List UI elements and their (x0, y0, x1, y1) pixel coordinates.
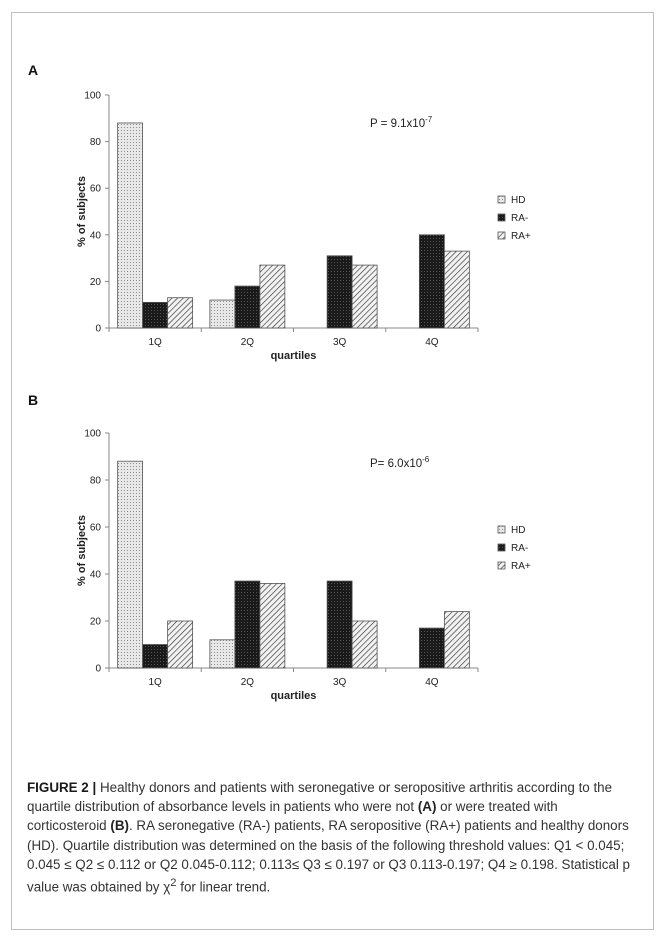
x-tick-label: 3Q (333, 677, 347, 688)
x-tick-label: 1Q (148, 337, 162, 348)
x-tick-label: 3Q (333, 337, 347, 348)
bar-ra (418, 627, 445, 669)
figure-caption: FIGURE 2 | Healthy donors and patients w… (27, 778, 641, 897)
x-tick-label: 2Q (241, 337, 255, 348)
legend-swatch-hd (497, 525, 506, 534)
p-value-annotation: P = 9.1x10-7 (370, 115, 433, 130)
bar-hd (209, 639, 236, 669)
legend-swatch-ra (497, 213, 506, 222)
caption-text-1: Healthy donors and patients with seroneg… (27, 780, 613, 815)
y-tick-label: 40 (90, 570, 102, 581)
caption-ref-a: (A) (417, 799, 437, 815)
legend-label: HD (511, 525, 525, 536)
y-tick-label: 100 (84, 429, 101, 440)
y-tick-label: 60 (90, 523, 102, 534)
x-tick-label: 1Q (148, 677, 162, 688)
bar-ra (167, 620, 194, 669)
caption-sup: 2 (170, 877, 177, 890)
panel-letter-a: A (28, 62, 39, 78)
y-tick-label: 100 (84, 91, 101, 102)
bar-ra (259, 583, 286, 669)
bar-ra (142, 301, 169, 329)
legend-label: HD (511, 195, 525, 206)
y-tick-label: 0 (95, 324, 101, 335)
bar-ra (443, 250, 470, 329)
caption-ref-b: (B) (110, 818, 129, 834)
bar-ra (142, 644, 169, 669)
legend-label: RA+ (511, 231, 531, 242)
y-tick-label: 80 (90, 137, 102, 148)
legend-swatch-ra (497, 543, 506, 552)
bar-ra (351, 620, 378, 669)
caption-text-3: . RA seronegative (RA-) patients, RA ser… (27, 818, 630, 895)
y-tick-label: 40 (90, 230, 102, 241)
y-tick-label: 20 (90, 617, 102, 628)
bar-ra (234, 580, 261, 669)
bar-ra (351, 264, 378, 329)
x-tick-label: 4Q (425, 677, 439, 688)
bar-ra (443, 611, 470, 669)
y-tick-label: 80 (90, 476, 102, 487)
figure-frame (11, 12, 654, 930)
caption-text-4: for linear trend. (180, 879, 271, 895)
bar-hd (117, 460, 144, 669)
x-axis-title: quartiles (271, 350, 317, 362)
caption-heading: FIGURE 2 | (27, 780, 97, 795)
panel-letter-b: B (28, 392, 39, 408)
bar-hd (209, 299, 236, 329)
x-tick-label: 2Q (241, 677, 255, 688)
legend-swatch-ra (497, 231, 506, 240)
y-axis-title: % of subjects (76, 176, 88, 247)
y-tick-label: 20 (90, 277, 102, 288)
bar-ra (234, 285, 261, 329)
legend-swatch-hd (497, 195, 506, 204)
legend-label: RA- (511, 213, 528, 224)
caption-text-2: or were treated with corticosteroid (27, 799, 558, 834)
bar-ra (259, 264, 286, 329)
bar-hd (117, 122, 144, 329)
y-axis-title: % of subjects (76, 515, 88, 586)
legend-swatch-ra (497, 561, 506, 570)
y-tick-label: 60 (90, 184, 102, 195)
x-tick-label: 4Q (425, 337, 439, 348)
legend-label: RA- (511, 543, 528, 554)
x-axis-title: quartiles (271, 690, 317, 702)
y-tick-label: 0 (95, 664, 101, 675)
bar-ra (418, 234, 445, 329)
p-value-annotation: P= 6.0x10-6 (370, 455, 430, 470)
legend-label: RA+ (511, 561, 531, 572)
bar-ra (326, 580, 353, 669)
bar-ra (167, 297, 194, 329)
